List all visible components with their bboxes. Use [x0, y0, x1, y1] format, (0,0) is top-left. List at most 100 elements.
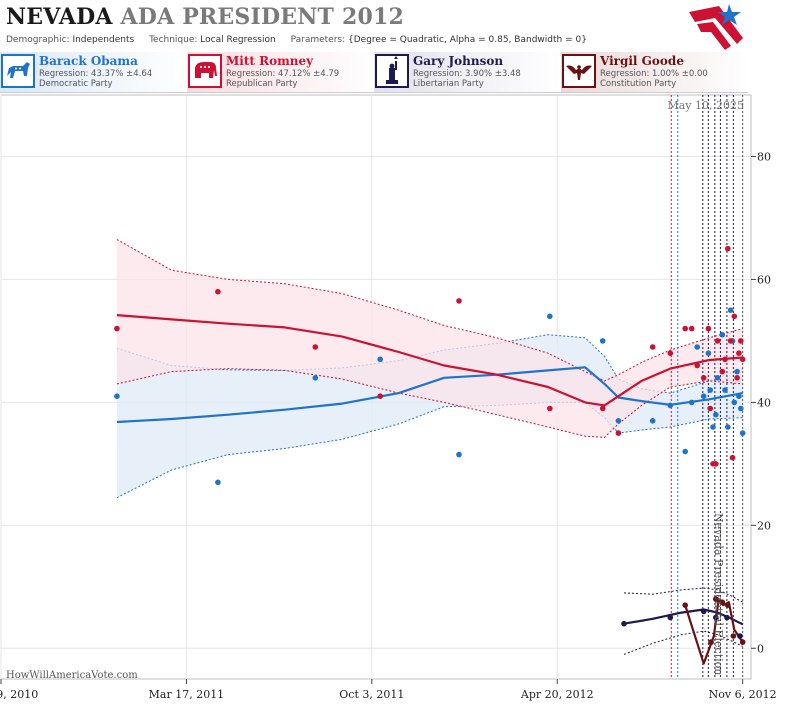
candidate-legend: Barack Obama Regression: 43.37% ±4.64 De… [0, 52, 789, 93]
watermark: HowWillAmericaVote.com [6, 670, 138, 681]
x-tick-label: Apr 20, 2012 [520, 688, 594, 701]
barack-obama-poll-point [719, 331, 726, 338]
barack-obama-poll-point [734, 368, 740, 375]
barack-obama-poll-point [727, 307, 734, 313]
virgil-goode-poll-point [708, 639, 714, 645]
barack-obama-poll-point [700, 393, 707, 400]
mitt-romney-poll-point [114, 325, 120, 332]
gary-johnson-poll-point [737, 633, 743, 639]
barack-obama-poll-point [456, 451, 462, 458]
virgil-goode-poll-point [725, 602, 731, 608]
barack-obama-poll-point [705, 350, 712, 357]
virgil-goode-poll-point [739, 639, 746, 645]
mitt-romney-poll-point [649, 344, 656, 350]
technique-label: Technique: [149, 35, 198, 45]
x-tick-label: Mar 17, 2011 [149, 688, 225, 701]
mitt-romney-poll-point [599, 405, 606, 412]
barack-obama-poll-point [713, 411, 719, 418]
mitt-romney-poll-point [705, 325, 712, 332]
barack-obama-poll-point [615, 418, 622, 424]
y-tick-label: 80 [757, 150, 771, 163]
mitt-romney-poll-point [215, 288, 221, 295]
mitt-romney-poll-point [547, 405, 553, 412]
candidate-name: Mitt Romney [226, 54, 314, 68]
mitt-romney-poll-point [725, 245, 731, 252]
candidate-regression: Regression: 1.00% ±0.00 [600, 69, 708, 79]
gary-johnson-poll-point [667, 614, 674, 621]
mitt-romney-poll-point [727, 338, 734, 344]
mitt-romney-poll-point [731, 313, 738, 320]
barack-obama-poll-point [688, 399, 695, 406]
barack-obama-poll-point [667, 402, 674, 409]
barack-obama-poll-point [707, 387, 713, 393]
y-tick-label: 20 [757, 519, 771, 532]
candidate-johnson: Gary Johnson Regression: 3.90% ±3.48 Lib… [374, 52, 561, 93]
barack-obama-poll-point [599, 338, 606, 344]
elephant-icon [188, 54, 222, 88]
date-stamp: May 10, 2025 [667, 99, 744, 112]
barack-obama-poll-point [547, 313, 553, 320]
mitt-romney-poll-point [738, 338, 744, 344]
candidate-party: Constitution Party [600, 79, 677, 89]
candidate-regression: Regression: 3.90% ±3.48 [413, 69, 521, 79]
mitt-romney-confidence-band [116, 239, 743, 438]
parameters-line: Demographic: Independents Technique: Loc… [6, 35, 587, 45]
x-tick-label: Oct 3, 2011 [339, 688, 404, 701]
mitt-romney-trend-line [116, 314, 743, 407]
page-title: NEVADA ADA PRESIDENT 2012 [6, 4, 404, 30]
parameters-value: {Degree = Quadratic, Alpha = 0.85, Bandw… [348, 35, 587, 45]
barack-obama-poll-point [649, 418, 656, 424]
mitt-romney-poll-point [734, 375, 740, 381]
x-tick-label: Aug 29, 2010 [0, 688, 38, 701]
gary-johnson-poll-point [700, 608, 707, 615]
y-tick-label: 40 [757, 396, 771, 409]
barack-obama-poll-point [114, 393, 120, 400]
mitt-romney-upper-bound [116, 239, 743, 382]
mitt-romney-poll-point [707, 405, 713, 412]
statue-of-liberty-icon [375, 54, 409, 88]
mitt-romney-poll-point [739, 356, 746, 363]
barack-obama-poll-point [694, 344, 700, 350]
mitt-romney-poll-point [736, 350, 742, 357]
title-election: ADA PRESIDENT 2012 [120, 4, 404, 30]
barack-obama-poll-point [736, 393, 742, 400]
barack-obama-poll-point [725, 424, 731, 430]
x-tick-label: Nov 6, 2012 [709, 688, 777, 701]
virgil-goode-poll-point [730, 633, 737, 639]
eagle-icon [562, 54, 596, 88]
candidate-romney: Mitt Romney Regression: 47.12% ±4.79 Rep… [187, 52, 374, 93]
barack-obama-poll-point [739, 430, 746, 436]
election-label: Nevada Presidential Election [712, 513, 725, 675]
barack-obama-poll-point [714, 375, 721, 381]
barack-obama-poll-point [377, 356, 384, 363]
mitt-romney-poll-point [312, 344, 319, 350]
gary-johnson-lower-bound [623, 630, 743, 655]
virgil-goode-poll-point [713, 596, 719, 602]
mitt-romney-poll-point [456, 298, 462, 304]
barack-obama-trend-line [116, 366, 743, 424]
poll-chart: Aug 29, 2010 Mar 17, 2011 Oct 3, 2011 Apr 2… [0, 94, 777, 701]
virgil-goode-poll-point [719, 599, 726, 605]
demographic-value: Independents [72, 35, 135, 45]
candidate-goode: Virgil Goode Regression: 1.00% ±0.00 Con… [561, 52, 748, 93]
barack-obama-poll-point [312, 375, 319, 381]
mitt-romney-poll-point [700, 375, 707, 381]
demographic-label: Demographic: [6, 35, 70, 45]
candidate-name: Gary Johnson [413, 54, 504, 68]
mitt-romney-poll-point [714, 338, 721, 344]
candidate-regression: Regression: 43.37% ±4.64 [39, 69, 153, 79]
gary-johnson-poll-point [621, 620, 627, 627]
candidate-name: Barack Obama [39, 54, 138, 68]
technique-value: Local Regression [200, 35, 276, 45]
mitt-romney-poll-point [719, 368, 726, 375]
mitt-romney-poll-point [688, 325, 695, 332]
gary-johnson-poll-point [713, 614, 719, 621]
mitt-romney-poll-point [667, 350, 674, 357]
barack-obama-poll-point [731, 399, 738, 406]
gary-johnson-upper-bound [623, 587, 743, 603]
gary-johnson-poll-point [724, 614, 730, 621]
site-logo-icon [689, 4, 743, 50]
mitt-romney-poll-point [682, 325, 688, 332]
candidate-regression: Regression: 47.12% ±4.79 [226, 69, 340, 79]
candidate-party: Democratic Party [39, 79, 113, 89]
